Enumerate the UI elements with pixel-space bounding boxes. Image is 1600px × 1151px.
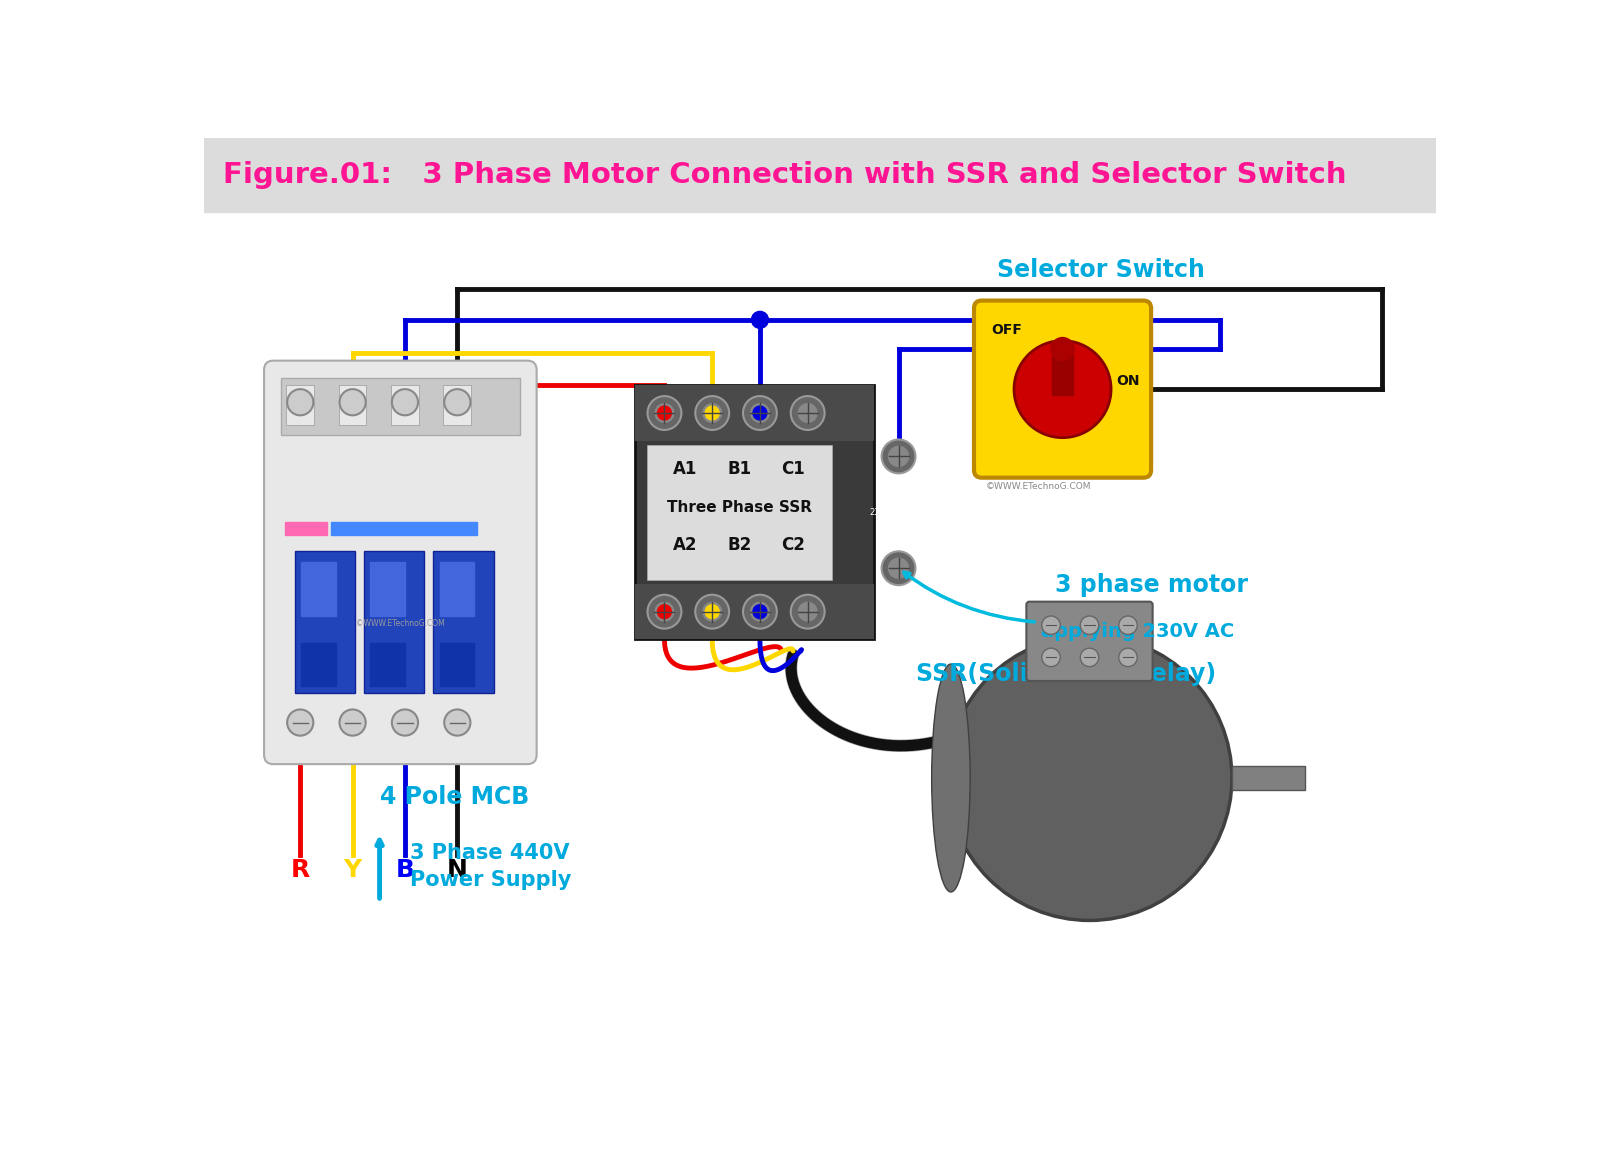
Bar: [443, 386, 470, 426]
Circle shape: [392, 709, 418, 735]
Bar: [635, 386, 874, 640]
Circle shape: [658, 604, 672, 618]
Circle shape: [750, 602, 770, 622]
Circle shape: [1042, 648, 1061, 666]
Circle shape: [754, 604, 766, 618]
Circle shape: [1080, 616, 1099, 634]
Bar: [434, 551, 493, 693]
Text: Three Phase SSR: Three Phase SSR: [667, 501, 811, 516]
FancyBboxPatch shape: [264, 360, 536, 764]
Circle shape: [654, 403, 675, 424]
Bar: [294, 551, 355, 693]
Text: ©WWW.ETechnoG.COM: ©WWW.ETechnoG.COM: [355, 619, 445, 628]
Text: 4 Pole MCB: 4 Pole MCB: [379, 785, 530, 809]
Circle shape: [754, 406, 766, 420]
Bar: [370, 643, 405, 686]
Circle shape: [392, 389, 418, 416]
Circle shape: [888, 447, 909, 466]
Circle shape: [339, 709, 366, 735]
Circle shape: [790, 595, 824, 628]
Bar: [365, 551, 424, 693]
Circle shape: [658, 406, 672, 420]
Circle shape: [648, 396, 682, 430]
Text: C1: C1: [781, 460, 805, 479]
Circle shape: [696, 595, 730, 628]
Text: Figure.01:   3 Phase Motor Connection with SSR and Selector Switch: Figure.01: 3 Phase Motor Connection with…: [224, 161, 1347, 189]
Circle shape: [286, 709, 314, 735]
Text: SSR(Solid State Relay): SSR(Solid State Relay): [917, 662, 1216, 686]
Circle shape: [648, 595, 682, 628]
Circle shape: [947, 635, 1232, 921]
Text: N: N: [446, 859, 467, 883]
Text: Y: Y: [344, 859, 362, 883]
Text: applying 230V AC: applying 230V AC: [1042, 622, 1234, 641]
Text: B: B: [395, 859, 414, 883]
Text: A2: A2: [674, 536, 698, 555]
Bar: [205, 138, 1437, 212]
Circle shape: [1080, 648, 1099, 666]
Circle shape: [750, 403, 770, 424]
Circle shape: [798, 602, 818, 622]
Bar: [286, 386, 314, 426]
Circle shape: [702, 403, 722, 424]
Text: B1: B1: [726, 460, 752, 479]
Bar: [282, 378, 520, 435]
Text: C2: C2: [781, 536, 805, 555]
Circle shape: [882, 551, 915, 585]
Bar: [635, 584, 874, 640]
Bar: [301, 563, 336, 616]
Bar: [285, 521, 328, 535]
Bar: [331, 521, 477, 535]
Circle shape: [742, 595, 778, 628]
Circle shape: [1042, 616, 1061, 634]
Circle shape: [1118, 648, 1138, 666]
Text: ON: ON: [1117, 374, 1139, 388]
Circle shape: [888, 558, 909, 578]
Circle shape: [1118, 616, 1138, 634]
Circle shape: [882, 440, 915, 473]
Bar: [390, 386, 419, 426]
Circle shape: [706, 604, 718, 618]
Circle shape: [1014, 341, 1110, 437]
Text: 3 phase motor: 3 phase motor: [1054, 573, 1248, 597]
Text: 230V: 230V: [869, 508, 891, 517]
FancyBboxPatch shape: [1026, 602, 1152, 681]
Circle shape: [445, 389, 470, 416]
Text: A1: A1: [674, 460, 698, 479]
FancyBboxPatch shape: [974, 300, 1150, 478]
Text: OFF: OFF: [990, 322, 1022, 337]
Text: B2: B2: [726, 536, 752, 555]
Bar: [370, 563, 405, 616]
Circle shape: [798, 403, 818, 424]
Bar: [646, 444, 832, 580]
Circle shape: [1051, 337, 1074, 360]
Text: R: R: [291, 859, 310, 883]
Bar: [1051, 349, 1074, 395]
Circle shape: [286, 389, 314, 416]
Text: Selector Switch: Selector Switch: [997, 258, 1205, 282]
Bar: [440, 643, 474, 686]
Circle shape: [706, 406, 718, 420]
Circle shape: [752, 312, 768, 328]
Circle shape: [742, 396, 778, 430]
Ellipse shape: [931, 664, 970, 892]
Bar: [635, 386, 874, 441]
Text: ©WWW.ETechnoG.COM: ©WWW.ETechnoG.COM: [986, 482, 1091, 491]
Text: Power Supply: Power Supply: [410, 870, 571, 890]
Circle shape: [654, 602, 675, 622]
Text: 3 Phase 440V: 3 Phase 440V: [410, 843, 570, 863]
Circle shape: [445, 709, 470, 735]
Text: P: P: [875, 420, 885, 434]
Circle shape: [702, 602, 722, 622]
Bar: [440, 563, 474, 616]
Circle shape: [790, 396, 824, 430]
Circle shape: [339, 389, 366, 416]
Bar: [339, 386, 366, 426]
Text: N: N: [875, 590, 885, 604]
Circle shape: [696, 396, 730, 430]
Bar: [1232, 767, 1306, 790]
Bar: [301, 643, 336, 686]
